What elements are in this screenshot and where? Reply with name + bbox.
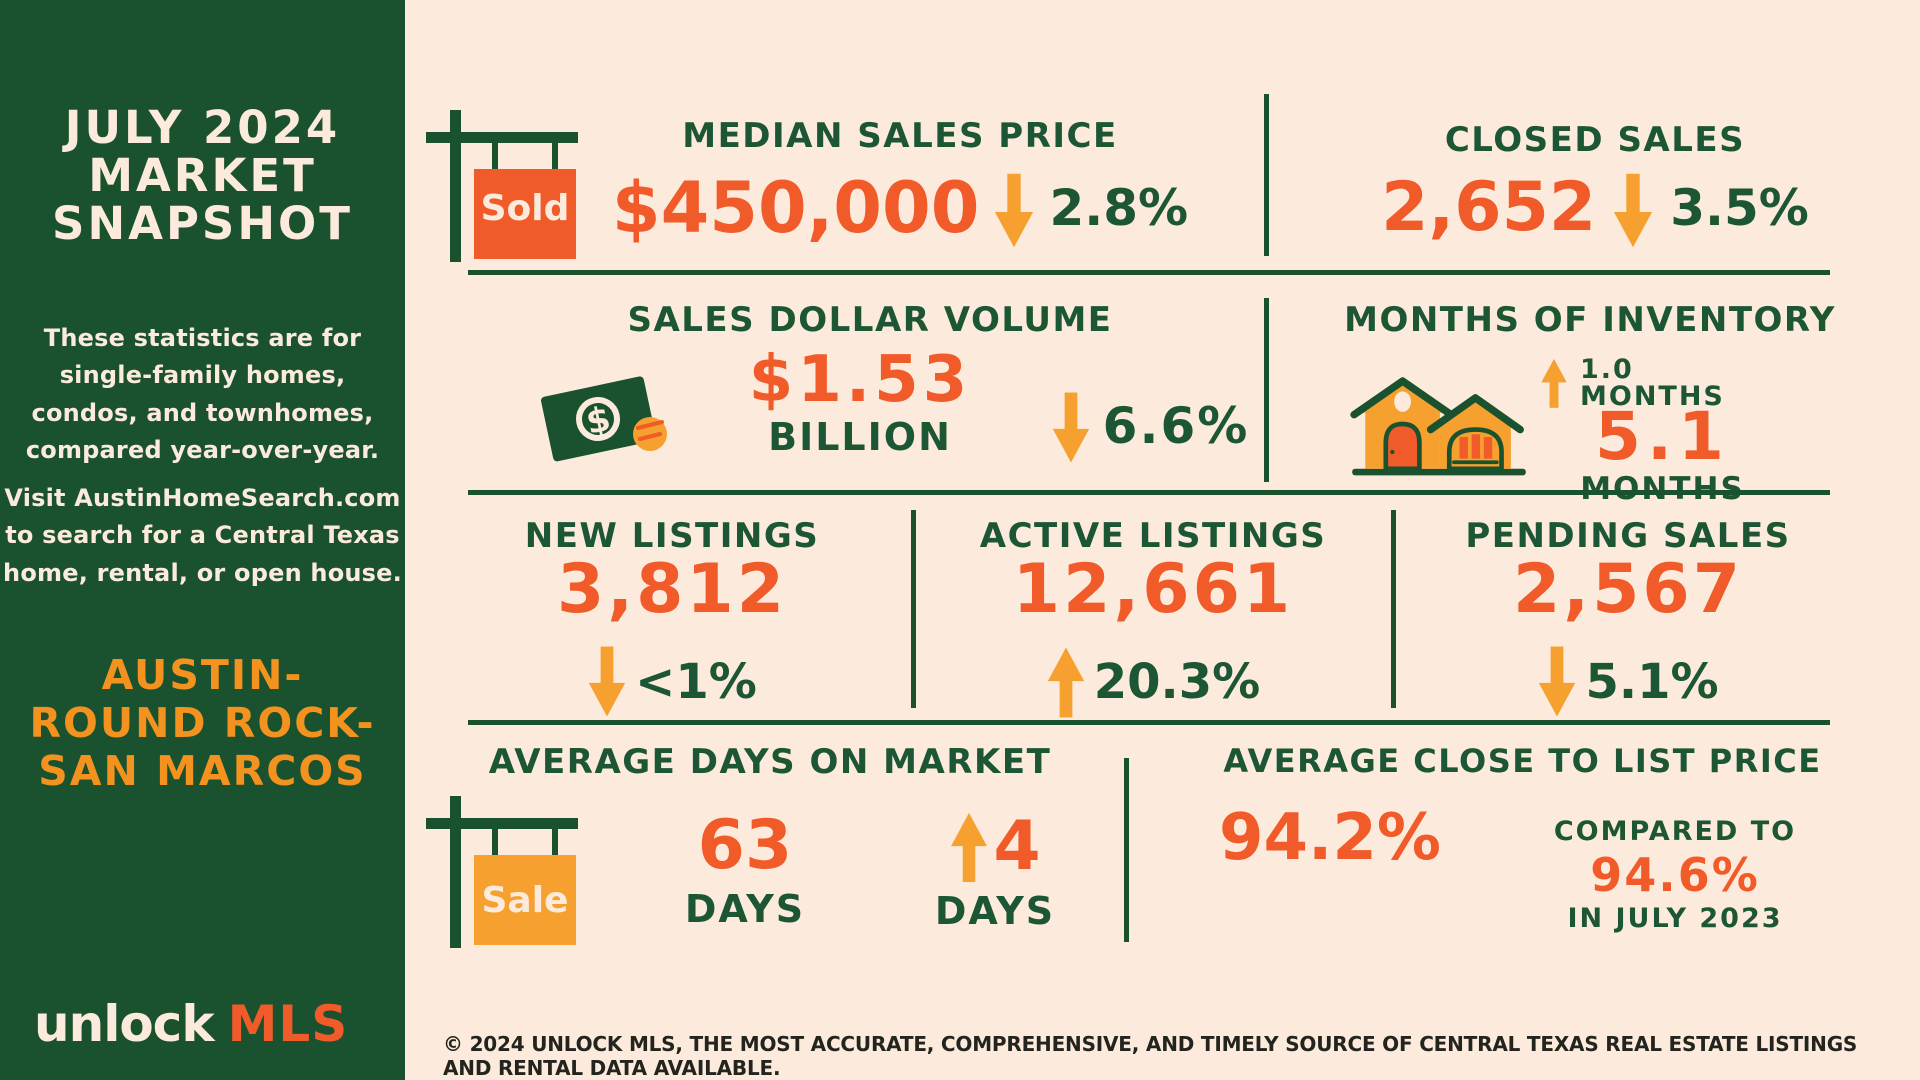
divider-h1 <box>468 270 1830 275</box>
region-title: AUSTIN- ROUND ROCK- SAN MARCOS <box>29 651 376 795</box>
closed-sales-change: 3.5% <box>1670 179 1809 237</box>
down-arrow-icon <box>1537 646 1577 718</box>
divider-h3 <box>468 720 1830 725</box>
sold-sign-icon: Sold <box>426 110 578 266</box>
down-arrow-icon <box>587 646 627 718</box>
logo-unlock-text: unlock <box>34 995 215 1053</box>
sales-dollar-volume-change: 6.6% <box>1102 397 1250 455</box>
divider-row3a <box>911 510 916 708</box>
down-arrow-icon <box>993 173 1035 249</box>
sidebar-description: These statistics are for single-family h… <box>25 324 380 465</box>
closed-sales-value-row: 2,652 3.5% <box>1330 160 1860 256</box>
unlock-mls-logo: unlock MLS <box>34 995 348 1053</box>
logo-mls-text: MLS <box>227 995 349 1053</box>
down-arrow-icon <box>1612 173 1654 249</box>
active-listings-change-row: 20.3% <box>928 642 1378 722</box>
compare-period: IN JULY 2023 <box>1567 903 1783 934</box>
days-on-market-change-unit: DAYS <box>934 889 1056 933</box>
down-arrow-icon <box>1051 392 1091 464</box>
days-on-market-value-block: 63 DAYS <box>625 806 865 931</box>
months-of-inventory-value: 5.1 <box>1595 398 1730 475</box>
pending-sales-label: PENDING SALES <box>1465 516 1791 556</box>
up-arrow-icon <box>1540 358 1568 408</box>
divider-row4 <box>1124 758 1129 942</box>
divider-row2 <box>1264 298 1269 482</box>
median-sales-price-change: 2.8% <box>1049 179 1189 237</box>
active-listings-label: ACTIVE LISTINGS <box>979 516 1327 556</box>
days-on-market-change: 4 <box>993 807 1041 886</box>
months-of-inventory-change: 1.0 MONTHS <box>1580 354 1725 412</box>
median-sales-price-label: MEDIAN SALES PRICE <box>682 116 1118 156</box>
sidebar-visit-note: Visit AustinHomeSearch.com to search for… <box>3 484 402 587</box>
sale-sign-icon: Sale <box>426 796 578 952</box>
divider-row3b <box>1391 510 1396 708</box>
page-title: JULY 2024 MARKET SNAPSHOT <box>52 101 353 251</box>
months-of-inventory-unit: MONTHS <box>1580 471 1745 507</box>
pending-sales-change: 5.1% <box>1585 654 1719 710</box>
days-on-market-change-block: 4 DAYS <box>885 807 1105 933</box>
divider-row1 <box>1264 94 1269 256</box>
divider-h2 <box>468 490 1830 495</box>
sales-dollar-volume-unit: BILLION <box>768 415 952 459</box>
new-listings-value: 3,812 <box>556 550 788 629</box>
active-listings-change: 20.3% <box>1093 654 1261 710</box>
pending-sales-value: 2,567 <box>1512 550 1744 629</box>
sales-dollar-volume-value: $1.53 <box>748 343 972 417</box>
months-of-inventory-change-row: 1.0 MONTHS <box>1540 356 1785 410</box>
new-listings-change: <1% <box>635 654 757 710</box>
sales-dollar-volume-value-block: $1.53 BILLION <box>690 348 1030 456</box>
footer-copyright: © 2024 UNLOCK MLS, THE MOST ACCURATE, CO… <box>443 1032 1858 1080</box>
avg-close-to-list-compare-block: COMPARED TO 94.6% IN JULY 2023 <box>1495 818 1855 932</box>
compare-value: 94.6% <box>1590 848 1760 902</box>
new-listings-change-row: <1% <box>447 642 897 722</box>
active-listings-value: 12,661 <box>1012 550 1294 629</box>
sidebar: JULY 2024 MARKET SNAPSHOT These statisti… <box>0 0 405 1080</box>
money-icon: $ <box>538 372 668 467</box>
sales-dollar-volume-label: SALES DOLLAR VOLUME <box>627 300 1113 340</box>
up-arrow-icon <box>1046 646 1086 718</box>
sold-sign-label: Sold <box>481 188 570 229</box>
house-icon <box>1350 368 1528 480</box>
sale-sign-label: Sale <box>482 880 569 921</box>
avg-close-to-list-value: 94.2% <box>1218 801 1442 875</box>
closed-sales-label: CLOSED SALES <box>1444 120 1746 160</box>
median-sales-price-value-row: $450,000 2.8% <box>555 160 1245 256</box>
months-of-inventory-label: MONTHS OF INVENTORY <box>1344 300 1836 340</box>
sales-dollar-volume-change-row: 6.6% <box>1030 388 1270 464</box>
closed-sales-value: 2,652 <box>1381 168 1597 247</box>
avg-close-to-list-label: AVERAGE CLOSE TO LIST PRICE <box>1223 742 1822 780</box>
avg-days-on-market-label: AVERAGE DAYS ON MARKET <box>488 742 1052 782</box>
up-arrow-icon <box>949 812 989 882</box>
median-sales-price-value: $450,000 <box>611 167 980 249</box>
days-on-market-value: 63 <box>697 806 793 885</box>
days-on-market-value-unit: DAYS <box>684 887 806 931</box>
compare-label: COMPARED TO <box>1553 816 1797 847</box>
new-listings-label: NEW LISTINGS <box>524 516 820 556</box>
pending-sales-change-row: 5.1% <box>1403 642 1853 722</box>
